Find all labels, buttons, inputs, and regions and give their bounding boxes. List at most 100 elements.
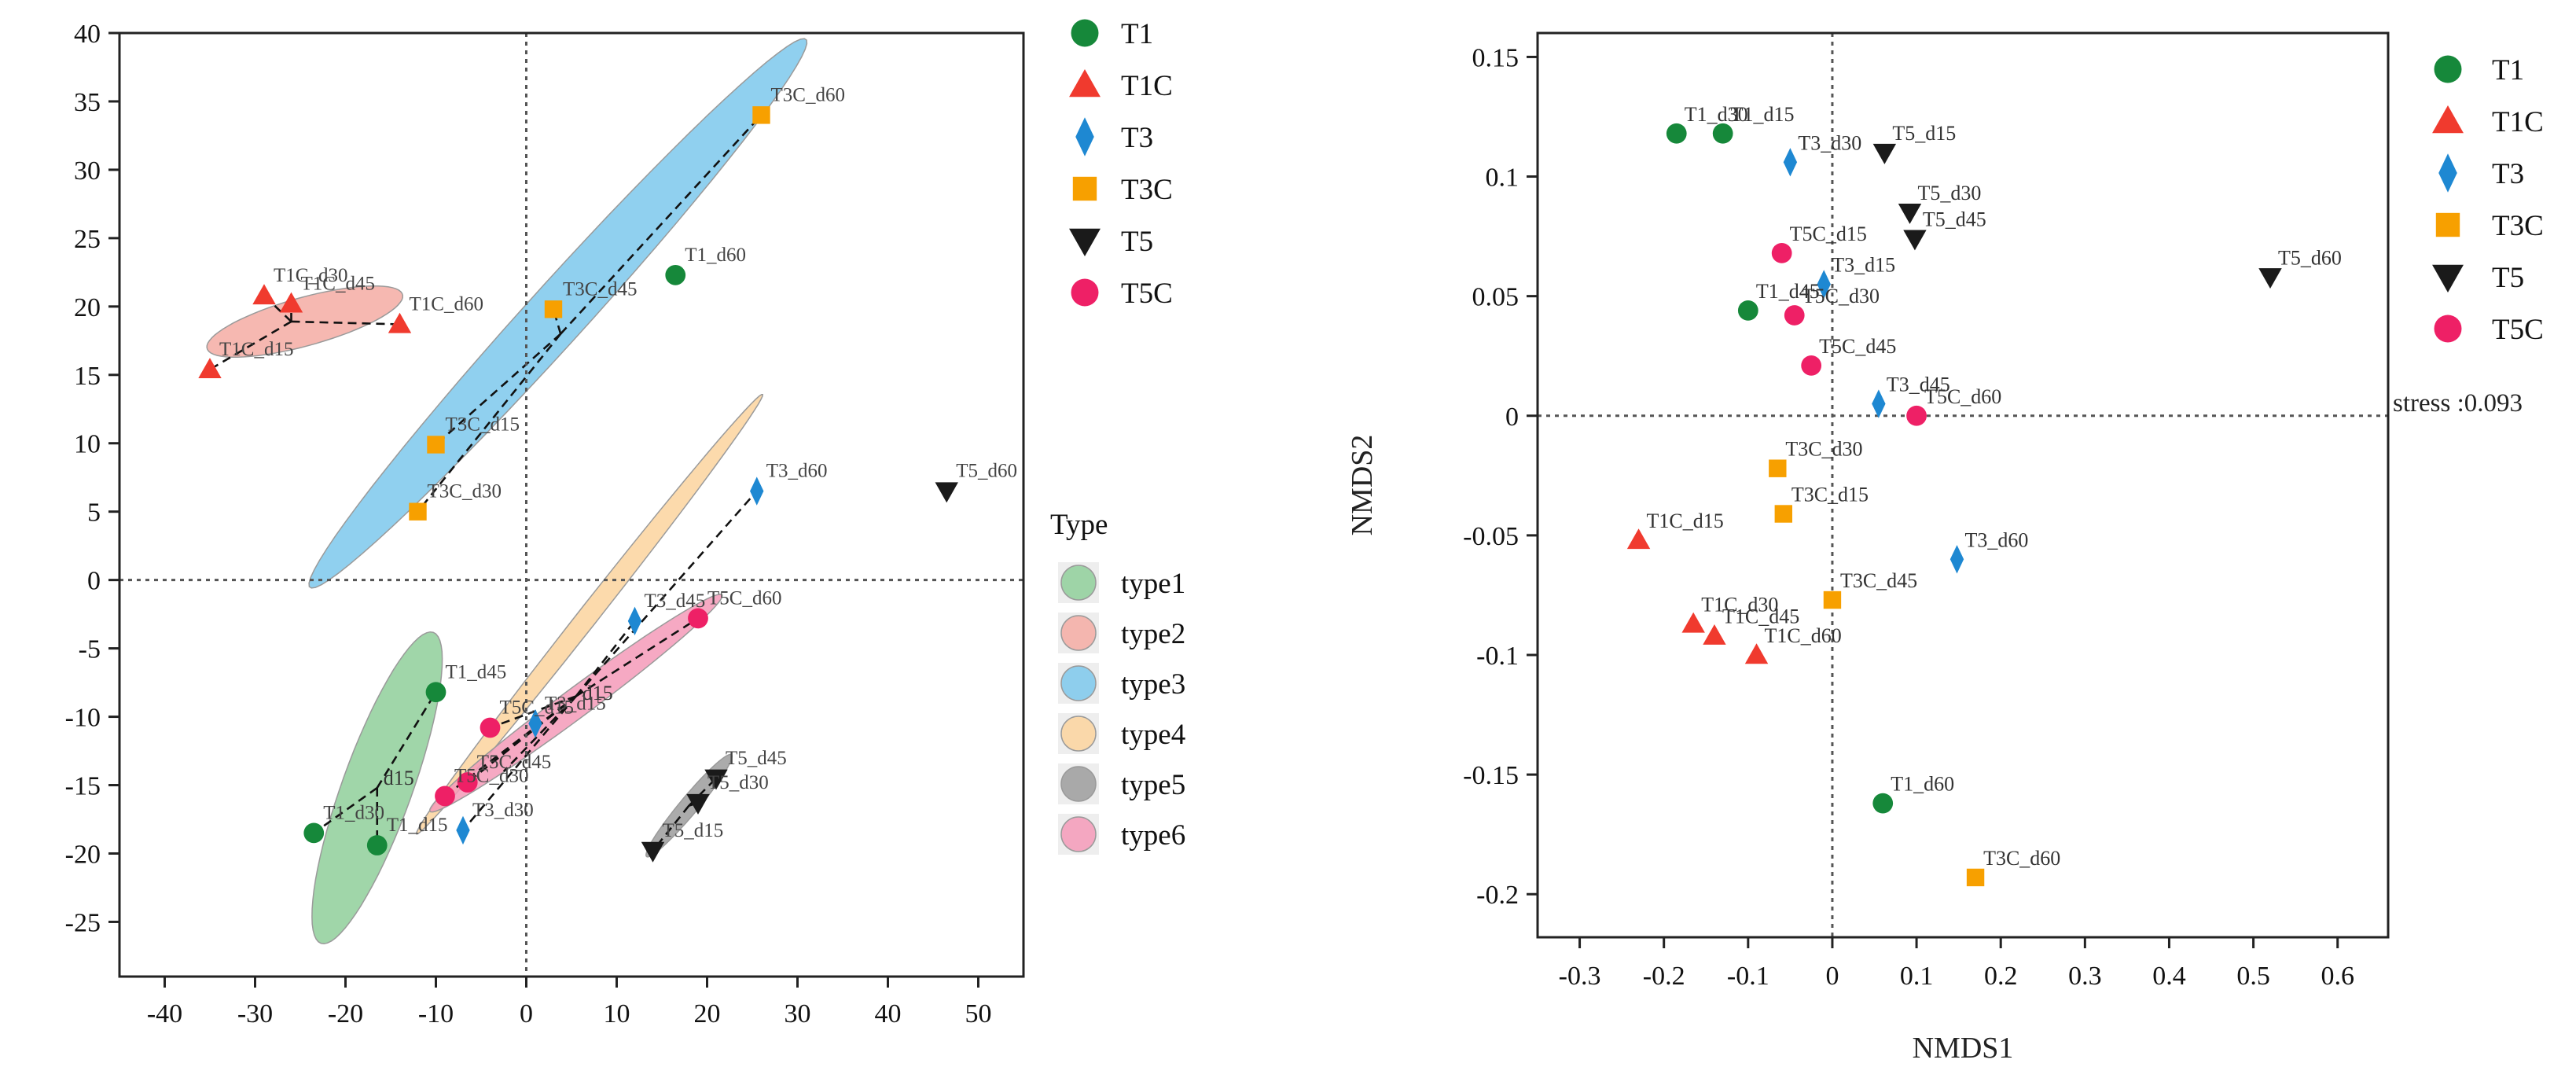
x-tick-label: -0.2 (1643, 962, 1685, 991)
legend-marker-T3 (1075, 117, 1094, 156)
point-T1_d15 (366, 835, 388, 855)
point-label-T5_d15: T5_d15 (1892, 122, 1956, 145)
point-T3_d15 (1817, 270, 1831, 299)
spider-line (575, 620, 636, 697)
legend-marker-T3C (1072, 176, 1097, 201)
type-legend-swatch-type6 (1060, 816, 1097, 852)
point-label-T3C_d30: T3C_d30 (428, 481, 502, 502)
x-tick-label: 0.3 (2068, 962, 2102, 991)
ellipse-type2 (206, 285, 404, 358)
point-label-T3_d60: T3_d60 (1965, 528, 2029, 551)
y-tick-label: -0.2 (1476, 881, 1519, 910)
y-tick-label: 5 (87, 499, 101, 528)
spider-line (502, 695, 577, 773)
legend-label-T3: T3 (1121, 122, 1153, 154)
type-legend-label-type6: type6 (1121, 819, 1185, 852)
left-reference-lines (119, 33, 1023, 977)
y-tick-label: -15 (65, 772, 101, 801)
left-points (198, 106, 958, 863)
x-tick-label: 30 (785, 999, 811, 1028)
point-T5C_d60 (1906, 405, 1927, 426)
y-tick-label: 0 (87, 567, 101, 596)
spider-line (575, 617, 699, 697)
point-label-T1_d15: T1_d15 (387, 815, 448, 836)
legend-label-T1C: T1C (1121, 70, 1173, 102)
point-label-T5C_d30: T5C_d30 (1802, 285, 1880, 307)
type-legend-swatch-type5 (1060, 766, 1097, 802)
legend-label-T5: T5 (2492, 262, 2524, 294)
point-label-T3_d60: T3_d60 (766, 461, 828, 482)
legend-marker-T3C (2435, 212, 2460, 237)
y-tick-label: -25 (65, 908, 101, 937)
point-label-T1_d60: T1_d60 (1891, 773, 1954, 796)
point-label-T5_d30: T5_d30 (1918, 182, 1982, 204)
point-label-T5_d30: T5_d30 (707, 772, 769, 793)
left-legend: T1 T1C T3 T3C T5 T5C (1069, 18, 1173, 310)
right-plot: T1_d30T1_d15T1_d45T1_d60T1C_d15T1C_d30T1… (1346, 31, 2523, 1065)
point-label-T5C_d60: T5C_d60 (707, 587, 781, 609)
x-tick-label: 10 (604, 999, 630, 1028)
point-label-T1C_d60: T1C_d60 (410, 293, 483, 315)
point-T5_d60 (2258, 268, 2282, 289)
legend-label-T1: T1 (2492, 54, 2524, 86)
legend-marker-T5C (2434, 315, 2462, 343)
x-tick-label: 0 (1825, 962, 1839, 991)
point-label-T1C_d15: T1C_d15 (1647, 510, 1724, 532)
point-T1C_d30 (1681, 612, 1705, 633)
y-tick-label: 0.15 (1472, 43, 1520, 72)
point-label-T3C_d45: T3C_d45 (563, 278, 637, 300)
point-T3C_d30 (409, 502, 427, 521)
point-T3_d30 (456, 815, 470, 845)
type-legend-label-type5: type5 (1121, 769, 1185, 801)
type-legend-label-type4: type4 (1121, 719, 1185, 751)
x-tick-label: 40 (875, 999, 902, 1028)
stress-label: stress :0.093 (2393, 389, 2523, 418)
point-T5_d15 (641, 841, 665, 863)
point-T5_d30 (1898, 203, 1922, 224)
point-label-T3_d15: T3_d15 (545, 693, 606, 714)
left-x-axis: -40 -30 -20 -10 0 10 20 30 40 50 (147, 977, 992, 1028)
type-legend-swatch-type4 (1060, 716, 1097, 752)
y-tick-label: 10 (74, 430, 101, 459)
point-T1_d60 (1872, 793, 1894, 814)
legend-label-T3: T3 (2492, 158, 2524, 190)
point-T1_d30 (303, 822, 325, 844)
y-tick-label: 20 (74, 293, 101, 322)
x-tick-label: -30 (237, 999, 273, 1028)
legend-label-T1: T1 (1121, 18, 1153, 50)
left-plot-frame (118, 31, 1025, 978)
point-T3C_d30 (1769, 459, 1787, 477)
point-label-T1C_d30: T1C_d30 (1701, 593, 1778, 616)
legend-label-T5C: T5C (2492, 314, 2544, 346)
point-label-T1C_d60: T1C_d60 (1765, 624, 1842, 647)
point-T5C_d60 (688, 608, 708, 629)
legend-marker-T5 (1069, 228, 1101, 256)
y-tick-label: 0 (1505, 403, 1519, 432)
point-T1C_d45 (1703, 624, 1726, 645)
right-plot-frame (1536, 31, 2390, 939)
y-tick-label: -0.15 (1463, 761, 1519, 790)
point-label-T3C_d15: T3C_d15 (1791, 484, 1869, 506)
y-tick-label: 15 (74, 362, 101, 391)
point-label-T3C_d15: T3C_d15 (446, 414, 520, 435)
point-label-T1_d30: T1_d30 (323, 802, 384, 823)
y-tick-label: -5 (79, 635, 101, 664)
point-T1C_d15 (198, 358, 222, 379)
spider-line (490, 695, 577, 729)
point-T1_d45 (1737, 300, 1758, 321)
y-tick-label: 40 (74, 20, 101, 49)
point-label-T1_d45: T1_d45 (446, 661, 507, 682)
x-tick-label: 0.5 (2236, 962, 2270, 991)
point-T1C_d60 (1744, 643, 1769, 664)
point-label-T5_d60: T5_d60 (956, 461, 1017, 482)
point-T5C_d45 (1801, 355, 1822, 376)
legend-marker-T1 (1071, 19, 1099, 47)
point-label-T3C_d30: T3C_d30 (1785, 438, 1862, 461)
point-label-T1C_d15: T1C_d15 (219, 339, 293, 360)
point-T5C_d15 (1771, 243, 1792, 263)
y-tick-label: 25 (74, 225, 101, 254)
point-label-T1C_d45: T1C_d45 (1722, 605, 1799, 628)
ellipse-type4 (415, 393, 764, 835)
